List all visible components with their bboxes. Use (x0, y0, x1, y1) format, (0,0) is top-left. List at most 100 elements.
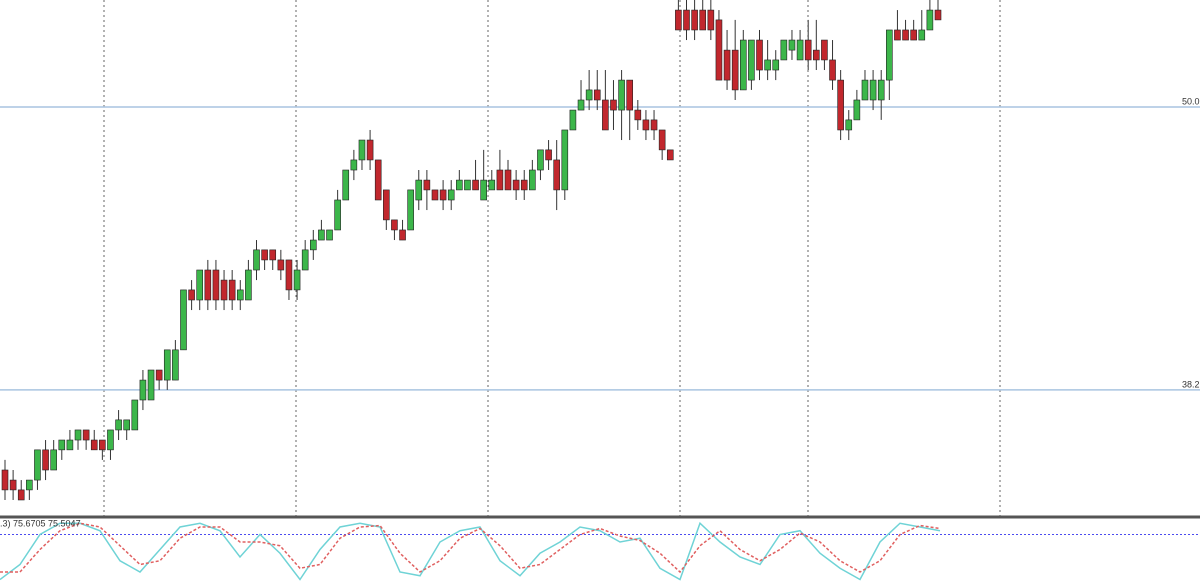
candle-body (829, 59, 836, 81)
candle-body (902, 29, 909, 41)
candle-body (204, 269, 212, 301)
candle-body (764, 59, 771, 71)
candle-body (131, 399, 139, 431)
candle-body (707, 9, 715, 31)
candle-body (163, 349, 171, 381)
candle-body (877, 79, 885, 101)
candle-body (488, 179, 496, 191)
candle-body (780, 39, 788, 61)
indicator-label: .3) 75.6705 75.5047 (0, 518, 81, 528)
candle-body (910, 29, 917, 41)
candle-body (99, 439, 106, 451)
candle-body (326, 229, 333, 241)
candle-body (391, 219, 398, 231)
candle-body (180, 289, 187, 351)
candle-body (407, 189, 414, 231)
candle-body (723, 49, 731, 81)
candle-body (650, 119, 658, 131)
candle-body (529, 169, 536, 191)
candle-body (236, 289, 244, 301)
candle-body (350, 159, 358, 171)
candle-body (423, 179, 431, 191)
candle-body (50, 449, 57, 471)
candle-body (861, 79, 869, 101)
candle-body (585, 89, 593, 101)
candle-body (309, 239, 317, 251)
candle-body (318, 229, 325, 241)
candle-body (107, 429, 114, 451)
candle-body (634, 109, 642, 121)
candle-body (894, 29, 901, 41)
candle-body (447, 189, 455, 201)
candle-body (918, 29, 926, 41)
candle-body (293, 269, 301, 291)
candle-body (123, 419, 130, 431)
candle-body (358, 139, 366, 161)
candle-body (431, 189, 439, 201)
candle-body (569, 109, 577, 131)
candle-body (245, 269, 252, 301)
candle-body (334, 199, 341, 231)
candle-body (739, 39, 747, 91)
candle-body (618, 79, 625, 111)
time-grid (103, 0, 1001, 581)
candle-body (756, 39, 763, 71)
candle-body (115, 419, 122, 431)
candle-body (277, 259, 285, 271)
candle-body (691, 9, 698, 31)
candle-body (520, 179, 528, 191)
candle-body (480, 179, 487, 201)
candle-body (228, 279, 236, 301)
candle-body (82, 429, 90, 441)
candle-body (90, 439, 98, 451)
indicator-line (0, 521, 941, 581)
candle-body (886, 29, 893, 81)
candle-body (9, 479, 17, 491)
candle-body (261, 249, 268, 261)
candle-body (869, 79, 877, 101)
candle-body (748, 39, 755, 81)
candle-body (666, 149, 674, 161)
candle-body (212, 269, 220, 301)
indicator-panel (0, 519, 1200, 581)
candle-body (813, 49, 820, 61)
candle-body (172, 349, 179, 381)
candle-body (147, 369, 155, 401)
candle-body (602, 99, 609, 131)
candle-body (139, 379, 147, 401)
candle-body (926, 9, 934, 31)
candle-body (196, 269, 204, 301)
candle-body (1, 469, 9, 491)
candle-body (155, 369, 163, 381)
candle-body (788, 39, 796, 51)
fib-level-label: 38.2 (1182, 379, 1200, 389)
candle-body (853, 99, 861, 121)
candle-body (220, 279, 228, 301)
candle-body (772, 59, 780, 71)
candle-body (504, 169, 512, 191)
candle-body (66, 439, 74, 451)
candle-body (188, 289, 195, 301)
candle-body (301, 249, 309, 271)
candle-body (269, 249, 277, 261)
candle-body (374, 159, 382, 201)
candle-body (383, 189, 390, 221)
candle-body (253, 249, 260, 271)
candle-body (804, 39, 812, 61)
candle-body (577, 99, 585, 111)
candle-body (464, 179, 471, 191)
candle-body (683, 9, 690, 31)
fib-level-label: 50.0 (1182, 96, 1200, 106)
candle-body (74, 429, 82, 441)
candle-body (496, 169, 504, 191)
candle-body (366, 139, 374, 161)
candle-body (545, 149, 552, 161)
candle-body (642, 119, 650, 131)
candle-body (731, 49, 739, 91)
candle-body (415, 179, 423, 201)
candle-body (342, 169, 350, 201)
candle-body (42, 449, 49, 471)
candle-body (561, 129, 569, 191)
candle-body (17, 489, 25, 501)
